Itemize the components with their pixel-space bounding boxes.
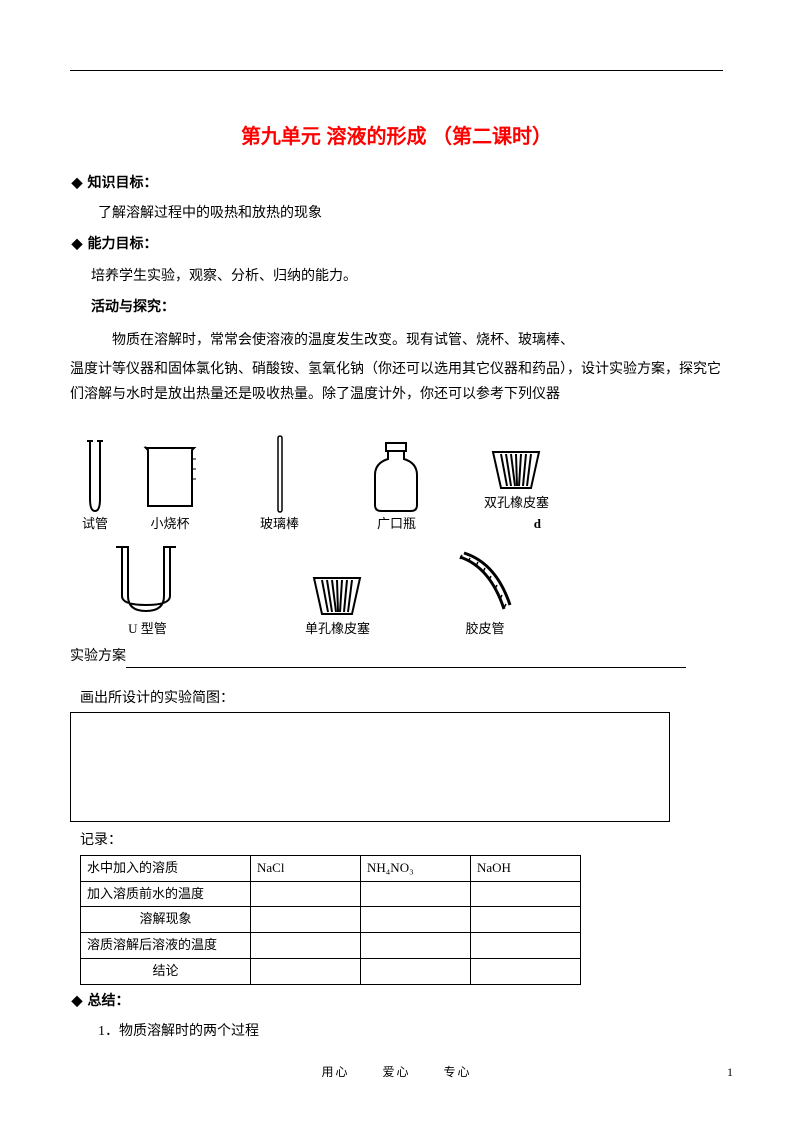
- stopper-1-icon: [310, 574, 365, 619]
- ability-body: 培养学生实验，观察、分析、归纳的能力。: [70, 264, 723, 289]
- diamond-icon: ◆: [70, 234, 84, 256]
- cell: NaCl: [251, 855, 361, 881]
- cell: 加入溶质前水的温度: [81, 881, 251, 907]
- footer-a: 用心: [321, 1065, 349, 1079]
- cell: 溶质溶解后溶液的温度: [81, 933, 251, 959]
- table-row: 溶解现象: [81, 907, 581, 933]
- wide-mouth-bottle-icon: [369, 439, 424, 514]
- footer-b: 爱心: [382, 1065, 410, 1079]
- glass-rod-icon: [273, 434, 287, 514]
- heading-activity: 活动与探究：: [70, 297, 723, 319]
- apparatus-rubber-tube: 胶皮管: [450, 539, 520, 640]
- apparatus-label: 单孔橡皮塞: [305, 619, 370, 640]
- apparatus-label: 小烧杯: [140, 514, 200, 535]
- experiment-plan-line: 实验方案: [70, 646, 723, 668]
- apparatus-label: 胶皮管: [450, 619, 520, 640]
- cell: 溶解现象: [81, 907, 251, 933]
- cell: [471, 933, 581, 959]
- stopper-2-icon: [489, 448, 544, 493]
- apparatus-row-2: U 型管 单孔橡皮塞: [70, 539, 723, 640]
- drawing-box: [70, 712, 670, 822]
- record-table: 水中加入的溶质 NaCl NH₄NO₃ NaOH 加入溶质前水的温度 溶解现象 …: [80, 855, 581, 985]
- summary-item-1: 1．物质溶解时的两个过程: [70, 1021, 723, 1043]
- rubber-tube-icon: [450, 549, 520, 619]
- apparatus-wide-mouth-bottle: 广口瓶: [369, 434, 424, 535]
- apparatus-glass-rod: 玻璃棒: [260, 434, 299, 535]
- experiment-plan-label: 实验方案: [70, 649, 126, 664]
- activity-p2: 温度计等仪器和固体氯化钠、硝酸铵、氢氧化钠（你还可以选用其它仪器和药品），设计实…: [70, 357, 723, 407]
- activity-p1: 物质在溶解时，常常会使溶液的温度发生改变。现有试管、烧杯、玻璃棒、: [70, 328, 723, 353]
- apparatus-label: 玻璃棒: [260, 514, 299, 535]
- apparatus-label: 双孔橡皮塞: [484, 493, 549, 514]
- diamond-icon: ◆: [70, 991, 84, 1013]
- heading-knowledge: ◆ 知识目标：: [70, 173, 723, 195]
- apparatus-label: 广口瓶: [369, 514, 424, 535]
- cell: [251, 933, 361, 959]
- apparatus-suffix: d: [484, 514, 549, 535]
- blank-underline: [126, 654, 686, 668]
- apparatus-stopper-1: 单孔橡皮塞: [305, 539, 370, 640]
- apparatus-test-tube: 试管: [80, 434, 110, 535]
- test-tube-icon: [80, 439, 110, 514]
- cell: NH₄NO₃: [361, 855, 471, 881]
- knowledge-body: 了解溶解过程中的吸热和放热的现象: [70, 203, 723, 225]
- cell: [471, 959, 581, 985]
- apparatus-label: U 型管: [110, 619, 185, 640]
- diamond-icon: ◆: [70, 173, 84, 195]
- cell: [471, 907, 581, 933]
- cell: 结论: [81, 959, 251, 985]
- heading-summary: ◆ 总结：: [70, 991, 723, 1013]
- heading-ability-text: 能力目标：: [88, 237, 158, 252]
- cell: 水中加入的溶质: [81, 855, 251, 881]
- table-row: 结论: [81, 959, 581, 985]
- apparatus-stopper-2: 双孔橡皮塞 d: [484, 413, 549, 535]
- heading-ability: ◆ 能力目标：: [70, 234, 723, 256]
- page-title: 第九单元 溶液的形成 （第二课时）: [70, 121, 723, 153]
- cell: [251, 959, 361, 985]
- table-row: 溶质溶解后溶液的温度: [81, 933, 581, 959]
- apparatus-figure: 试管 小烧杯 玻璃棒: [70, 413, 723, 639]
- heading-summary-text: 总结：: [88, 994, 130, 1009]
- beaker-icon: [140, 444, 200, 514]
- top-horizontal-rule: [70, 70, 723, 71]
- apparatus-beaker: 小烧杯: [140, 434, 200, 535]
- cell: NaOH: [471, 855, 581, 881]
- cell: [251, 881, 361, 907]
- apparatus-u-tube: U 型管: [110, 539, 185, 640]
- record-label: 记录：: [70, 830, 723, 852]
- u-tube-icon: [110, 541, 185, 619]
- page-number: 1: [727, 1063, 733, 1082]
- cell: [361, 933, 471, 959]
- footer-c: 专心: [444, 1065, 472, 1079]
- table-row: 水中加入的溶质 NaCl NH₄NO₃ NaOH: [81, 855, 581, 881]
- cell: [251, 907, 361, 933]
- draw-prompt: 画出所设计的实验简图：: [70, 688, 723, 710]
- heading-knowledge-text: 知识目标：: [88, 176, 158, 191]
- cell: [361, 959, 471, 985]
- cell: [471, 881, 581, 907]
- page-footer: 用心 爱心 专心: [0, 1063, 793, 1082]
- apparatus-label: 试管: [80, 514, 110, 535]
- table-row: 加入溶质前水的温度: [81, 881, 581, 907]
- cell: [361, 881, 471, 907]
- apparatus-row-1: 试管 小烧杯 玻璃棒: [70, 413, 723, 535]
- cell: [361, 907, 471, 933]
